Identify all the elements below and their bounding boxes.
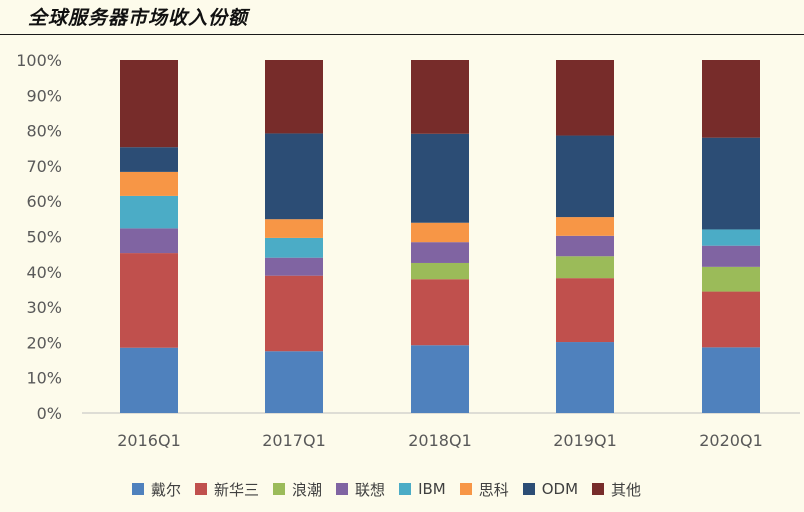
bar-segment xyxy=(265,275,323,352)
bar-segment xyxy=(265,257,323,276)
x-tick-label: 2016Q1 xyxy=(117,431,181,450)
bar-segment xyxy=(411,133,469,223)
bar-segment xyxy=(120,347,178,413)
bar-segment xyxy=(265,351,323,413)
y-tick-label: 70% xyxy=(26,157,62,176)
bar-segment xyxy=(411,262,469,280)
legend-label: 浪潮 xyxy=(292,480,323,499)
x-tick-label: 2019Q1 xyxy=(553,431,617,450)
bar-segment xyxy=(556,256,614,279)
y-tick-label: 10% xyxy=(26,369,62,388)
y-tick-label: 30% xyxy=(26,298,62,317)
x-tick-label: 2020Q1 xyxy=(699,431,763,450)
legend-label: 联想 xyxy=(355,480,386,499)
legend-item: 新华三 xyxy=(195,479,259,500)
legend-label: 其他 xyxy=(611,480,642,499)
legend-item: ODM xyxy=(522,480,579,498)
y-tick-label: 50% xyxy=(26,228,62,247)
bar-segment xyxy=(411,279,469,346)
legend-swatch xyxy=(336,483,349,495)
bar-segment xyxy=(120,195,178,229)
bar-segment xyxy=(265,237,323,258)
bar-segment xyxy=(556,60,614,136)
legend-label: 新华三 xyxy=(214,480,260,499)
legend-item: 其他 xyxy=(592,479,641,500)
legend: 戴尔 新华三 浪潮 联想 IBM 思科 ODM 其他 xyxy=(132,478,655,500)
bars xyxy=(120,60,760,413)
y-tick-label: 90% xyxy=(26,86,62,105)
y-tick-label: 80% xyxy=(26,122,62,141)
bar-segment xyxy=(411,222,469,243)
x-tick-label: 2017Q1 xyxy=(262,431,326,450)
bar-segment xyxy=(120,171,178,196)
legend-item: IBM xyxy=(399,480,446,498)
legend-swatch xyxy=(459,483,472,495)
bar-segment xyxy=(120,253,178,348)
legend-swatch xyxy=(399,483,412,495)
y-tick-label: 40% xyxy=(26,263,62,282)
x-tick-label: 2018Q1 xyxy=(408,431,472,450)
bar-segment xyxy=(120,228,178,254)
legend-swatch xyxy=(195,483,208,495)
y-tick-label: 0% xyxy=(37,404,62,423)
bar-segment xyxy=(120,60,178,148)
bar-segment xyxy=(556,217,614,236)
bar-segment xyxy=(702,137,760,230)
chart-title: 全球服务器市场收入份额 xyxy=(28,7,249,29)
bar-segment xyxy=(702,229,760,246)
bar-segment xyxy=(556,235,614,257)
x-axis: 2016Q1 2017Q1 2018Q1 2019Q1 2020Q1 xyxy=(117,431,763,450)
bar-segment xyxy=(556,135,614,218)
bar-segment xyxy=(411,60,469,134)
legend-label: 戴尔 xyxy=(151,480,182,499)
title-bar: 全球服务器市场收入份额 xyxy=(0,0,804,35)
bar-segment xyxy=(702,60,760,138)
legend-label: 思科 xyxy=(478,480,509,499)
bar-segment xyxy=(702,266,760,292)
y-tick-label: 20% xyxy=(26,333,62,352)
legend-label: ODM xyxy=(541,480,579,498)
legend-label: IBM xyxy=(418,480,446,498)
bar-segment xyxy=(702,347,760,413)
y-axis: 0% 10% 20% 30% 40% 50% 60% 70% 80% 90% 100% xyxy=(16,51,800,423)
stacked-bar-chart: 0% 10% 20% 30% 40% 50% 60% 70% 80% 90% 100% 2016Q1… xyxy=(16,51,800,450)
legend-swatch xyxy=(592,483,605,495)
bar-segment xyxy=(120,147,178,172)
bar-segment xyxy=(411,242,469,263)
bar-segment xyxy=(702,291,760,348)
bar-segment xyxy=(556,278,614,343)
legend-item: 戴尔 xyxy=(132,479,181,500)
legend-item: 思科 xyxy=(459,479,509,500)
bar-segment xyxy=(411,345,469,413)
legend-swatch xyxy=(273,483,286,495)
legend-swatch xyxy=(522,483,535,495)
legend-item: 浪潮 xyxy=(273,479,322,500)
bar-segment xyxy=(702,245,760,267)
legend-swatch xyxy=(132,483,144,495)
y-tick-label: 60% xyxy=(26,192,62,211)
bar-segment xyxy=(265,219,323,238)
legend-item: 联想 xyxy=(336,479,385,500)
bar-segment xyxy=(556,342,614,413)
bar-segment xyxy=(265,133,323,220)
y-tick-label: 100% xyxy=(16,51,62,70)
bar-segment xyxy=(265,60,323,134)
